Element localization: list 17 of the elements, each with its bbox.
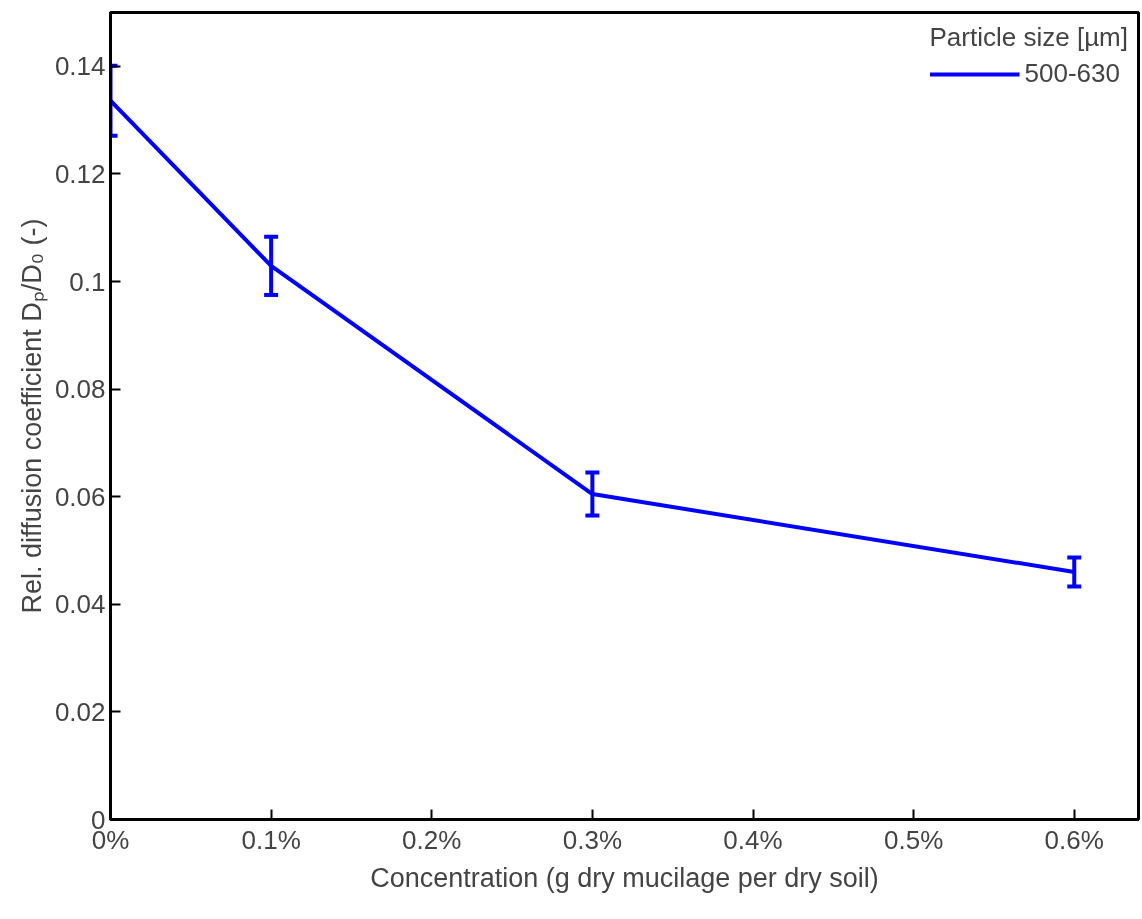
y-tick-label: 0.02 (54, 696, 106, 727)
y-axis-title: Rel. diffusion coefficient Dₚ/D₀ (-) (16, 218, 48, 614)
y-tick-label: 0.06 (54, 481, 106, 512)
x-tick-label: 0.3% (562, 824, 623, 855)
legend-title: Particle size [µm] (929, 22, 1128, 53)
y-tick-label: 0.12 (54, 158, 106, 189)
x-tick-label: 0.4% (723, 824, 783, 855)
x-tick-label: 0.6% (1044, 824, 1104, 855)
y-tick-label: 0.08 (54, 374, 106, 405)
legend-label: 500-630 (1024, 58, 1120, 89)
x-tick-label: 0.1% (241, 824, 301, 855)
y-tick-label: 0.1 (69, 266, 106, 297)
x-tick-label: 0.2% (402, 824, 462, 855)
y-tick-label: 0.14 (54, 51, 106, 82)
x-tick-label: 0.5% (883, 824, 944, 855)
x-axis-title: Concentration (g dry mucilage per dry soil) (370, 862, 879, 893)
y-tick-label: 0.04 (54, 589, 106, 620)
